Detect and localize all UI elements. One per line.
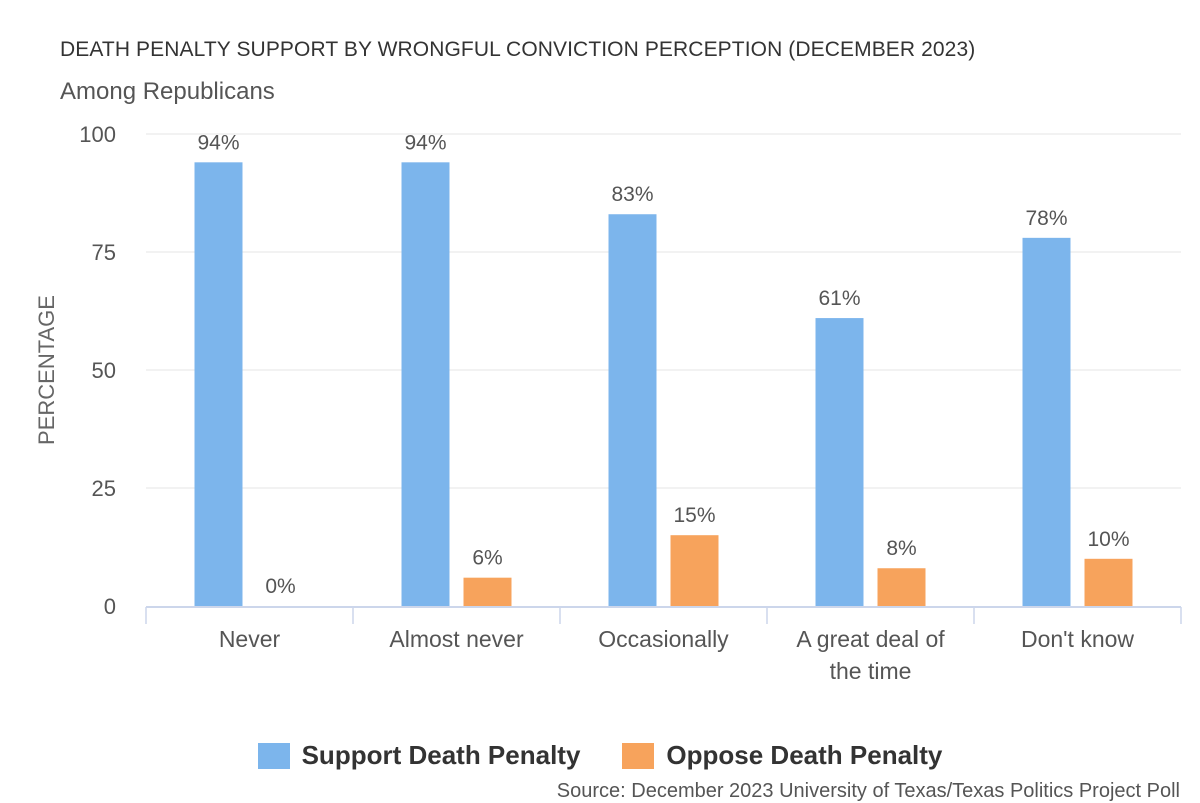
data-label: 10%	[1087, 528, 1129, 551]
bar-support	[608, 214, 657, 607]
x-tick-label: Don't know	[1021, 626, 1134, 652]
x-tick-label: Occasionally	[598, 626, 729, 652]
x-tick-label: Never	[219, 626, 281, 652]
legend-label-support: Support Death Penalty	[301, 740, 581, 770]
legend-item-oppose[interactable]: Oppose Death Penalty	[622, 740, 942, 771]
y-tick-label: 25	[92, 476, 116, 501]
x-tick-label: A great deal of the time	[796, 626, 945, 684]
y-tick-label: 100	[79, 122, 116, 147]
chart-subtitle: Among Republicans	[60, 78, 275, 105]
bar-support	[1022, 237, 1071, 606]
bar-support	[194, 162, 243, 606]
bar-oppose	[877, 568, 926, 606]
data-label: 6%	[472, 547, 502, 570]
data-label: 83%	[611, 183, 653, 206]
x-tick-label: Almost never	[389, 626, 524, 652]
bar-support	[815, 318, 864, 606]
chart-title: DEATH PENALTY SUPPORT BY WRONGFUL CONVIC…	[60, 38, 976, 61]
legend-label-oppose: Oppose Death Penalty	[666, 740, 943, 770]
legend-item-support[interactable]: Support Death Penalty	[257, 740, 581, 771]
y-tick-label: 50	[92, 358, 116, 383]
chart-legend: Support Death Penalty Oppose Death Penal…	[0, 740, 1200, 771]
data-label: 61%	[818, 287, 860, 310]
data-label: 8%	[886, 537, 916, 560]
data-label: 94%	[197, 131, 239, 154]
data-label: 78%	[1025, 207, 1067, 230]
bar-oppose	[463, 577, 512, 606]
data-label: 0%	[265, 575, 295, 598]
data-label: 94%	[404, 131, 446, 154]
y-tick-label: 0	[104, 594, 116, 619]
bar-support	[401, 162, 450, 606]
legend-swatch-support	[257, 742, 290, 769]
bar-oppose	[1084, 558, 1133, 606]
bar-oppose	[670, 535, 719, 606]
y-tick-label: 75	[92, 240, 116, 265]
data-label: 15%	[673, 504, 715, 527]
legend-swatch-oppose	[622, 742, 655, 769]
source-note: Source: December 2023 University of Texa…	[556, 780, 1180, 802]
